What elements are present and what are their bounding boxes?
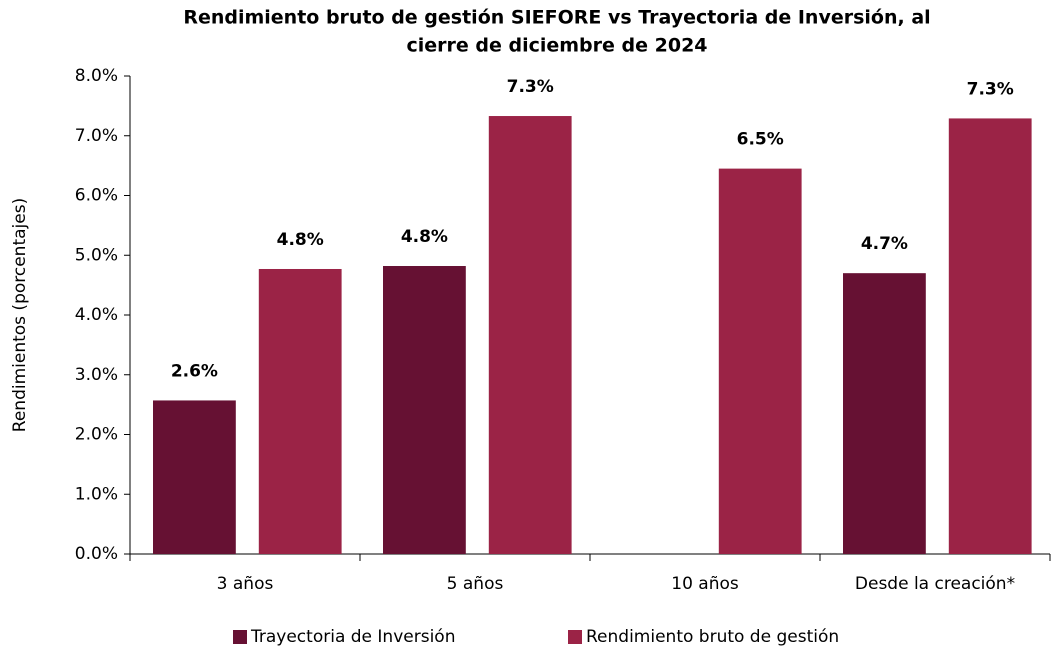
y-tick-label: 3.0% xyxy=(75,365,118,385)
bar xyxy=(488,116,572,554)
value-label: 4.7% xyxy=(861,234,908,254)
legend-swatch xyxy=(568,630,582,644)
x-tick-label: 3 años xyxy=(217,574,274,594)
y-axis-label: Rendimientos (porcentajes) xyxy=(10,198,30,432)
bar xyxy=(383,266,466,554)
value-label: 7.3% xyxy=(507,77,554,97)
bar xyxy=(843,273,926,554)
y-tick-label: 6.0% xyxy=(75,186,118,206)
x-tick-label: Desde la creación* xyxy=(855,574,1015,594)
value-label: 7.3% xyxy=(967,79,1014,99)
bar xyxy=(948,118,1032,555)
legend-label: Trayectoria de Inversión xyxy=(250,627,455,647)
y-tick-label: 0.0% xyxy=(75,544,118,564)
value-label: 4.8% xyxy=(277,230,324,250)
y-tick-label: 1.0% xyxy=(75,484,118,504)
legend-swatch xyxy=(233,630,247,644)
x-tick-label: 5 años xyxy=(447,574,504,594)
y-tick-label: 2.0% xyxy=(75,425,118,445)
value-label: 4.8% xyxy=(401,227,448,247)
y-tick-label: 5.0% xyxy=(75,245,118,265)
bar xyxy=(153,400,236,554)
bar xyxy=(258,268,342,554)
y-tick-label: 8.0% xyxy=(75,66,118,86)
y-tick-label: 4.0% xyxy=(75,305,118,325)
legend-label: Rendimiento bruto de gestión xyxy=(586,627,839,647)
value-label: 6.5% xyxy=(737,130,784,150)
chart-title: Rendimiento bruto de gestión SIEFORE vs … xyxy=(183,7,930,29)
bar xyxy=(718,168,802,555)
chart-title: cierre de diciembre de 2024 xyxy=(406,35,707,57)
x-tick-label: 10 años xyxy=(671,574,739,594)
y-tick-label: 7.0% xyxy=(75,126,118,146)
value-label: 2.6% xyxy=(171,361,218,381)
